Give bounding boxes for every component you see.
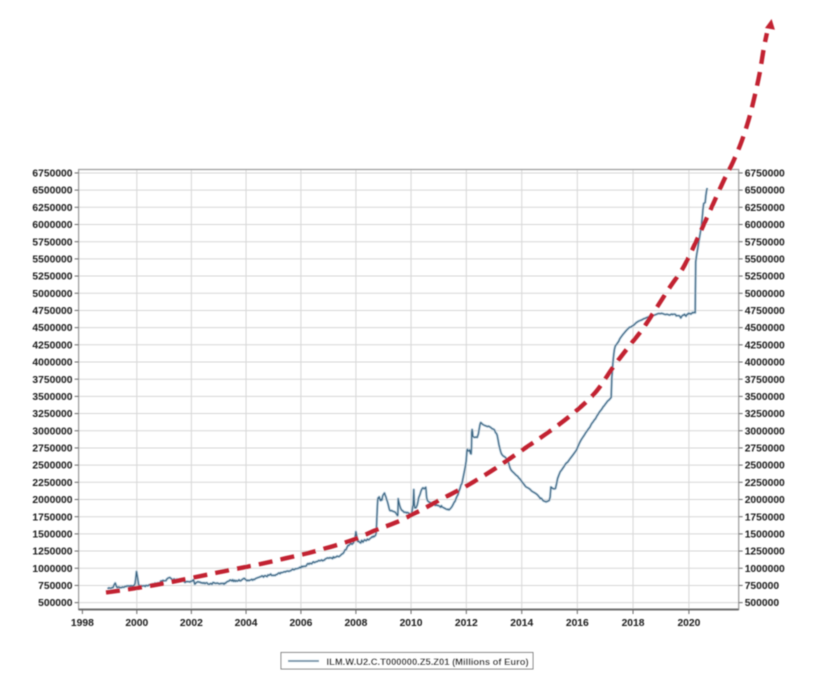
svg-text:2016: 2016 (566, 618, 589, 629)
svg-text:5250000: 5250000 (32, 272, 72, 283)
svg-text:5000000: 5000000 (32, 289, 72, 300)
svg-text:2500000: 2500000 (745, 461, 785, 472)
svg-text:6000000: 6000000 (32, 220, 72, 231)
svg-text:3500000: 3500000 (32, 392, 72, 403)
svg-text:1750000: 1750000 (745, 512, 785, 523)
svg-text:3000000: 3000000 (32, 426, 72, 437)
svg-text:2000000: 2000000 (745, 495, 785, 506)
svg-text:2014: 2014 (510, 618, 533, 629)
svg-text:5750000: 5750000 (745, 237, 785, 248)
svg-text:3250000: 3250000 (745, 409, 785, 420)
svg-text:6250000: 6250000 (745, 203, 785, 214)
svg-text:5500000: 5500000 (32, 254, 72, 265)
svg-text:6750000: 6750000 (32, 169, 72, 180)
svg-text:2000000: 2000000 (32, 495, 72, 506)
svg-text:2250000: 2250000 (745, 478, 785, 489)
svg-text:4250000: 4250000 (745, 340, 785, 351)
svg-text:3250000: 3250000 (32, 409, 72, 420)
svg-text:2250000: 2250000 (32, 478, 72, 489)
svg-text:2500000: 2500000 (32, 461, 72, 472)
svg-text:1998: 1998 (71, 618, 94, 629)
svg-text:2008: 2008 (344, 618, 367, 629)
svg-text:5750000: 5750000 (32, 237, 72, 248)
svg-text:5250000: 5250000 (745, 272, 785, 283)
svg-text:3000000: 3000000 (745, 426, 785, 437)
svg-text:4500000: 4500000 (745, 323, 785, 334)
svg-text:2018: 2018 (622, 618, 645, 629)
svg-text:2010: 2010 (400, 618, 423, 629)
svg-text:2750000: 2750000 (745, 444, 785, 455)
svg-text:5500000: 5500000 (745, 254, 785, 265)
svg-text:6500000: 6500000 (32, 186, 72, 197)
svg-text:6250000: 6250000 (32, 203, 72, 214)
svg-text:2020: 2020 (677, 618, 700, 629)
svg-text:1000000: 1000000 (745, 564, 785, 575)
svg-text:500000: 500000 (745, 598, 780, 609)
svg-text:1500000: 1500000 (745, 529, 785, 540)
svg-text:ILM.W.U2.C.T000000.Z5.Z01 (Mil: ILM.W.U2.C.T000000.Z5.Z01 (Millions of E… (327, 656, 529, 667)
svg-text:6000000: 6000000 (745, 220, 785, 231)
svg-text:750000: 750000 (745, 581, 780, 592)
svg-text:3750000: 3750000 (745, 375, 785, 386)
svg-text:6500000: 6500000 (745, 186, 785, 197)
svg-text:4250000: 4250000 (32, 340, 72, 351)
svg-text:3750000: 3750000 (32, 375, 72, 386)
svg-text:2000: 2000 (125, 618, 148, 629)
svg-text:1250000: 1250000 (32, 547, 72, 558)
svg-text:1250000: 1250000 (745, 547, 785, 558)
svg-text:4000000: 4000000 (32, 358, 72, 369)
svg-text:500000: 500000 (38, 598, 73, 609)
svg-text:4500000: 4500000 (32, 323, 72, 334)
svg-text:1750000: 1750000 (32, 512, 72, 523)
svg-text:2006: 2006 (289, 618, 312, 629)
svg-text:2750000: 2750000 (32, 444, 72, 455)
svg-text:1000000: 1000000 (32, 564, 72, 575)
svg-text:2002: 2002 (180, 618, 203, 629)
svg-text:4750000: 4750000 (32, 306, 72, 317)
svg-text:4750000: 4750000 (745, 306, 785, 317)
svg-text:2004: 2004 (235, 618, 258, 629)
svg-text:1500000: 1500000 (32, 529, 72, 540)
svg-text:4000000: 4000000 (745, 358, 785, 369)
svg-text:750000: 750000 (38, 581, 73, 592)
svg-text:2012: 2012 (455, 618, 478, 629)
svg-text:6750000: 6750000 (745, 169, 785, 180)
svg-text:3500000: 3500000 (745, 392, 785, 403)
svg-text:5000000: 5000000 (745, 289, 785, 300)
